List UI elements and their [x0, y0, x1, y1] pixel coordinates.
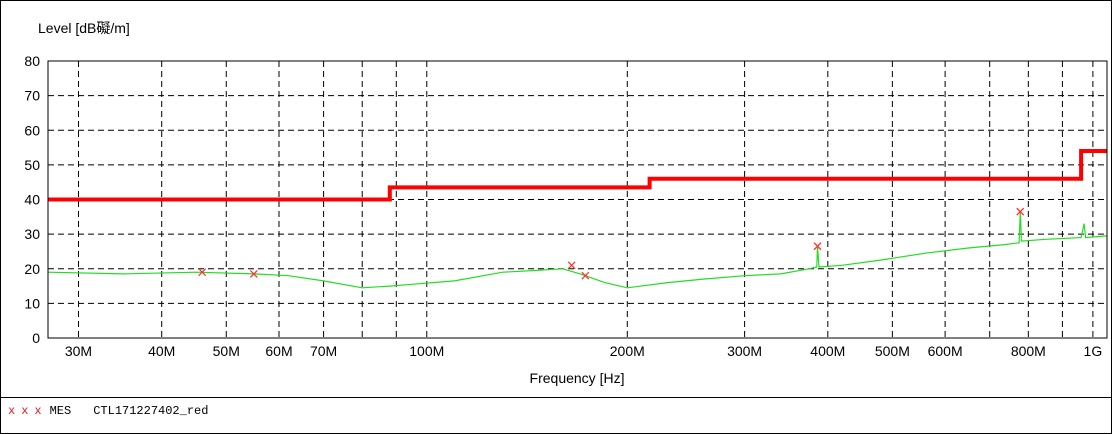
measurement-marker [198, 268, 207, 277]
marker-layer [198, 207, 1025, 280]
legend-file-label: CTL171227402_red [93, 404, 209, 418]
legend-series-label: MES [49, 404, 72, 418]
x-tick-label: 30M [65, 343, 92, 359]
x-tick-label: 200M [610, 343, 645, 359]
plot-area-border [47, 60, 1108, 339]
legend-marker-x: x [34, 404, 42, 418]
y-tick-label: 30 [24, 226, 40, 242]
y-tick-label: 20 [24, 261, 40, 277]
x-axis-label: Frequency [Hz] [530, 370, 625, 386]
marker-stroke [249, 269, 258, 278]
x-tick-label: 50M [213, 343, 240, 359]
marker-stroke [1016, 207, 1025, 216]
grid [48, 61, 1107, 338]
y-tick-label: 0 [32, 330, 40, 346]
x-tick-label: 70M [310, 343, 337, 359]
y-tick-label: 70 [24, 88, 40, 104]
x-tick-label: 300M [727, 343, 762, 359]
measurement-marker [581, 271, 590, 280]
marker-stroke [567, 261, 576, 270]
y-tick-label: 60 [24, 122, 40, 138]
y-axis-label: Level [dB礙/m] [38, 20, 130, 36]
marker-stroke [813, 242, 822, 251]
y-tick-label: 10 [24, 295, 40, 311]
x-tick-label: 500M [875, 343, 910, 359]
marker-stroke [581, 271, 590, 280]
y-tick-label: 50 [24, 157, 40, 173]
x-tick-label: 1G [1084, 343, 1103, 359]
measurement-marker [1016, 207, 1025, 216]
legend-marker-x: x [21, 404, 29, 418]
legend-marker-x: x [8, 404, 16, 418]
marker-stroke [198, 268, 207, 277]
measurement-marker [813, 242, 822, 251]
x-tick-label: 100M [409, 343, 444, 359]
x-tick-label: 60M [265, 343, 292, 359]
measurement-marker [249, 269, 258, 278]
x-tick-label: 400M [810, 343, 845, 359]
measurement-marker [567, 261, 576, 270]
limit-line [48, 149, 1107, 202]
tick-labels: 0 10 20 30 40 50 60 70 80 30M 40M 50M 60M 70M 100M 200M… [24, 53, 1102, 359]
x-tick-label: 40M [148, 343, 175, 359]
y-tick-label: 80 [24, 53, 40, 69]
x-tick-label: 800M [1011, 343, 1046, 359]
x-tick-label: 600M [928, 343, 963, 359]
y-tick-label: 40 [24, 192, 40, 208]
